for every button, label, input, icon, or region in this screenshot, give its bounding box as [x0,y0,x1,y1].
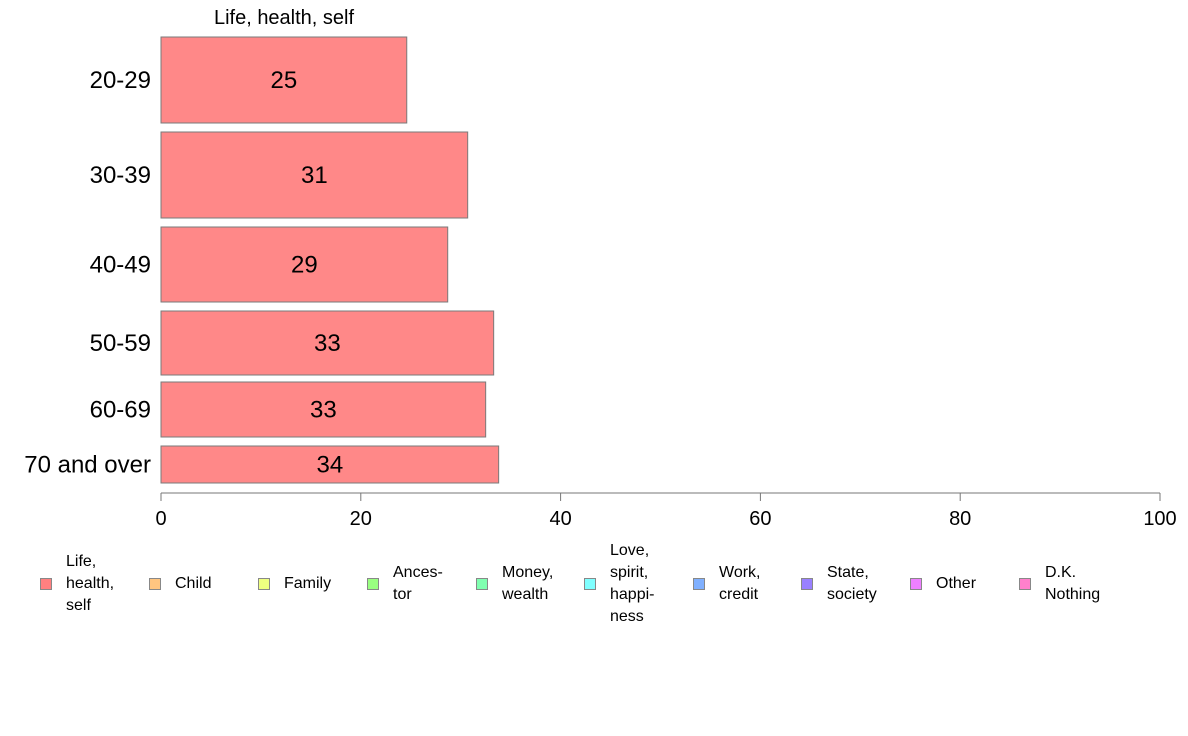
x-tick-label: 60 [749,508,771,530]
x-tick-label: 40 [549,508,571,530]
legend-item: Ances- tor [367,538,443,630]
x-tick-label: 80 [949,508,971,530]
legend-item: Other [910,538,976,630]
legend-label: Other [936,575,977,592]
x-tick-label: 0 [155,508,166,530]
bar-value-label: 34 [316,452,343,479]
legend-item: Child [149,538,211,630]
x-tick-label: 100 [1143,508,1176,530]
legend-label: Love, spirit, happi- ness [610,542,655,625]
bar-value-label: 29 [291,252,318,279]
bar-20-29 [160,36,408,124]
legend-label: State, society [827,564,877,603]
bar-value-label: 31 [301,162,328,189]
legend-label: D.K. Nothing [1045,564,1101,603]
legend-label: Ances- tor [393,564,443,603]
category-label: 20-29 [90,67,151,94]
legend-label: Child [175,575,212,592]
bar-70 and over [160,445,500,484]
bar-40-49 [160,226,449,303]
legend-swatch [367,578,379,590]
category-label: 50-59 [90,330,151,357]
bar-value-label: 33 [314,330,341,357]
category-label: 70 and over [24,452,151,479]
legend-label: Family [284,575,332,592]
legend-swatch [693,578,705,590]
legend-swatch [801,578,813,590]
legend-swatch [476,578,488,590]
bar-value-label: 25 [271,67,298,94]
legend: Life, health, self Child Family Ances- tor M… [0,538,1188,638]
bar-30-39 [160,131,469,219]
category-label: 60-69 [90,397,151,424]
legend-swatch [258,578,270,590]
bars-layer: 25 20-29 31 30-39 29 40-49 33 50-59 33 60-69 34 70 … [24,36,500,484]
bar-value-label: 33 [310,397,337,424]
x-tick-label: 20 [350,508,372,530]
legend-swatch [584,578,596,590]
category-label: 30-39 [90,162,151,189]
legend-item: Work, credit [693,538,760,630]
legend-label: Money, wealth [502,564,554,603]
legend-swatch [1019,578,1031,590]
legend-item: Family [258,538,331,630]
legend-swatch [910,578,922,590]
legend-label: Life, health, self [66,553,115,614]
legend-item: Life, health, self [40,538,114,630]
bar-60-69 [160,381,487,438]
category-label: 40-49 [90,252,151,279]
legend-item: Love, spirit, happi- ness [584,538,654,630]
legend-label: Work, credit [719,564,761,603]
legend-item: State, society [801,538,877,630]
chart-title: Life, health, self [214,7,355,29]
legend-item: D.K. Nothing [1019,538,1100,630]
bar-50-59 [160,310,495,376]
legend-swatch [149,578,161,590]
x-axis: 0 20 40 60 80 100 [155,492,1177,530]
legend-item: Money, wealth [476,538,553,630]
legend-swatch [40,578,52,590]
